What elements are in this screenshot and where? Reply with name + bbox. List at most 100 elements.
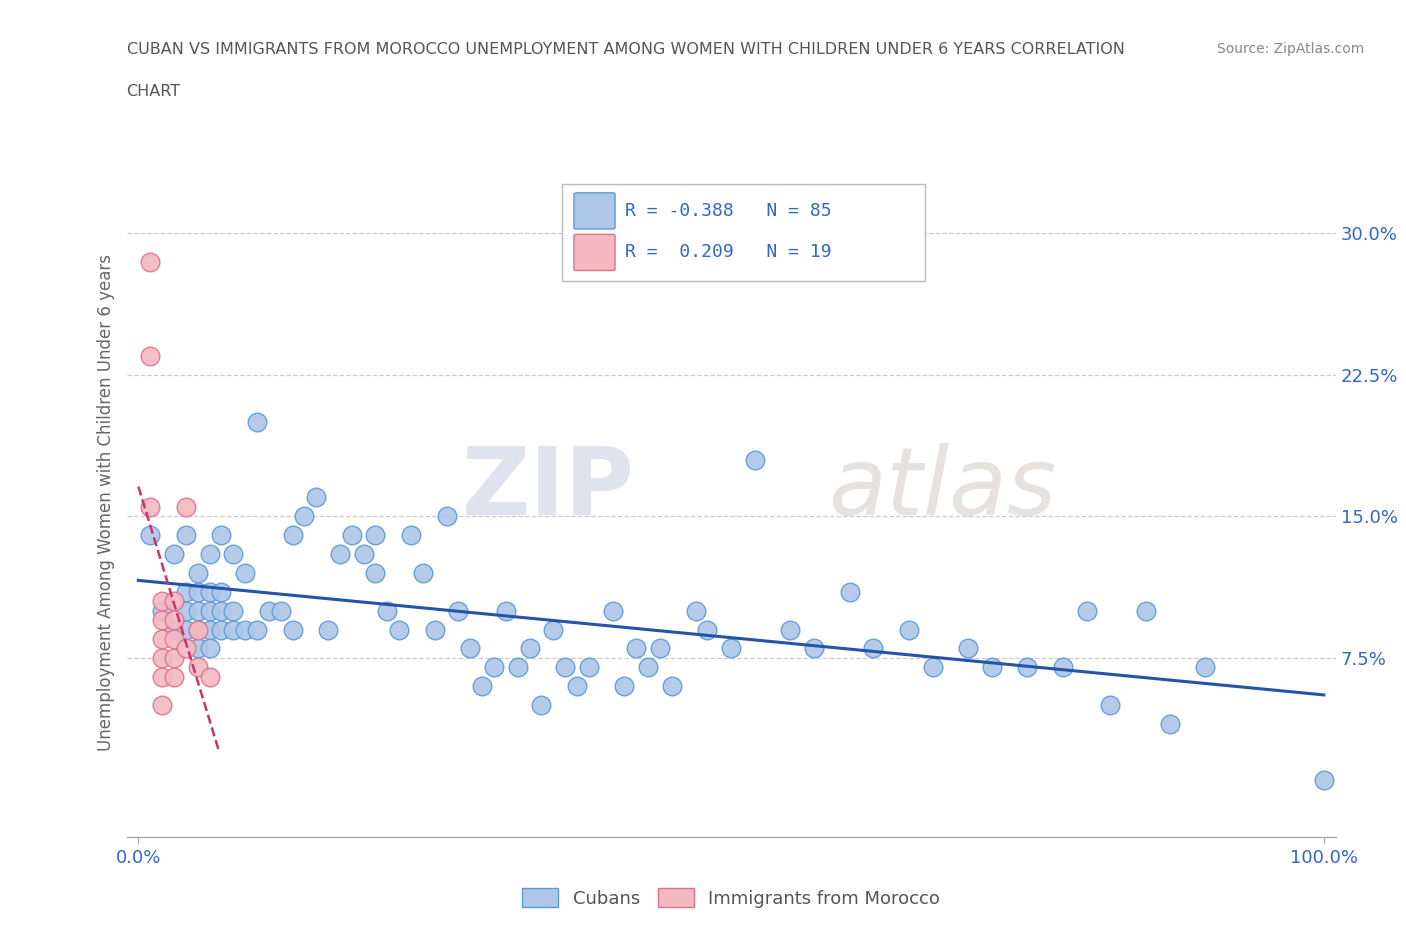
Point (637, 659, 659, 674)
Point (1017, 659, 1039, 674)
FancyBboxPatch shape (562, 184, 925, 281)
Point (246, 415, 269, 430)
Point (1194, 659, 1216, 674)
Text: Source: ZipAtlas.com: Source: ZipAtlas.com (1216, 42, 1364, 56)
Point (685, 604, 707, 618)
Point (375, 604, 398, 618)
Point (436, 509, 458, 524)
Text: R = -0.388   N = 85: R = -0.388 N = 85 (624, 202, 831, 219)
Point (364, 527, 387, 542)
Point (198, 622, 221, 637)
Point (530, 698, 553, 712)
Point (364, 565, 387, 580)
Text: CHART: CHART (127, 84, 180, 99)
Point (779, 622, 801, 637)
Point (187, 641, 209, 656)
Point (353, 547, 375, 562)
Point (163, 650, 186, 665)
Point (246, 622, 269, 637)
Point (482, 659, 505, 674)
Point (222, 547, 245, 562)
Text: CUBAN VS IMMIGRANTS FROM MOROCCO UNEMPLOYMENT AMONG WOMEN WITH CHILDREN UNDER 6 : CUBAN VS IMMIGRANTS FROM MOROCCO UNEMPLO… (127, 42, 1125, 57)
Point (163, 670, 186, 684)
Point (661, 679, 683, 694)
Point (150, 631, 173, 646)
Point (519, 641, 541, 656)
Point (720, 641, 742, 656)
Point (1052, 659, 1074, 674)
Point (460, 641, 482, 656)
Point (1076, 604, 1098, 618)
Point (139, 499, 162, 514)
Point (1099, 698, 1122, 712)
Point (1159, 716, 1181, 731)
Point (602, 604, 624, 618)
Legend: Cubans, Immigrants from Morocco: Cubans, Immigrants from Morocco (515, 882, 948, 915)
Point (174, 622, 197, 637)
Point (565, 679, 588, 694)
Point (187, 565, 209, 580)
Point (198, 641, 221, 656)
Point (209, 584, 232, 599)
Point (150, 670, 173, 684)
Point (163, 593, 186, 608)
Point (222, 622, 245, 637)
Point (957, 641, 980, 656)
Point (316, 622, 339, 637)
Point (281, 622, 304, 637)
Text: atlas: atlas (828, 444, 1056, 535)
Point (187, 604, 209, 618)
Point (163, 631, 186, 646)
Point (1313, 773, 1336, 788)
Point (648, 641, 671, 656)
Point (838, 584, 860, 599)
Point (340, 527, 363, 542)
Point (447, 604, 470, 618)
Point (554, 659, 576, 674)
Point (292, 509, 315, 524)
Point (163, 622, 186, 637)
Point (198, 670, 221, 684)
Point (222, 604, 245, 618)
Point (174, 584, 197, 599)
FancyBboxPatch shape (574, 193, 614, 229)
Point (803, 641, 825, 656)
Point (495, 604, 517, 618)
Point (198, 547, 221, 562)
Point (696, 622, 718, 637)
Point (163, 547, 186, 562)
Point (209, 527, 232, 542)
Point (423, 622, 446, 637)
Point (198, 584, 221, 599)
Point (399, 527, 422, 542)
Point (150, 593, 173, 608)
Point (187, 659, 209, 674)
Y-axis label: Unemployment Among Women with Children Under 6 years: Unemployment Among Women with Children U… (97, 254, 115, 751)
Point (174, 641, 197, 656)
Point (187, 584, 209, 599)
Point (187, 622, 209, 637)
Point (150, 613, 173, 628)
Point (198, 604, 221, 618)
Point (471, 679, 494, 694)
Point (270, 604, 292, 618)
Point (174, 527, 197, 542)
Point (578, 659, 600, 674)
Point (139, 349, 162, 364)
Point (187, 622, 209, 637)
Point (150, 650, 173, 665)
Text: R =  0.209   N = 19: R = 0.209 N = 19 (624, 244, 831, 261)
Point (862, 641, 884, 656)
Point (543, 622, 565, 637)
Point (506, 659, 529, 674)
Point (613, 679, 636, 694)
Point (626, 641, 648, 656)
Point (209, 622, 232, 637)
Point (305, 490, 328, 505)
Point (921, 659, 943, 674)
Point (233, 565, 256, 580)
Point (412, 565, 434, 580)
Point (174, 604, 197, 618)
Point (329, 547, 352, 562)
Point (174, 499, 197, 514)
